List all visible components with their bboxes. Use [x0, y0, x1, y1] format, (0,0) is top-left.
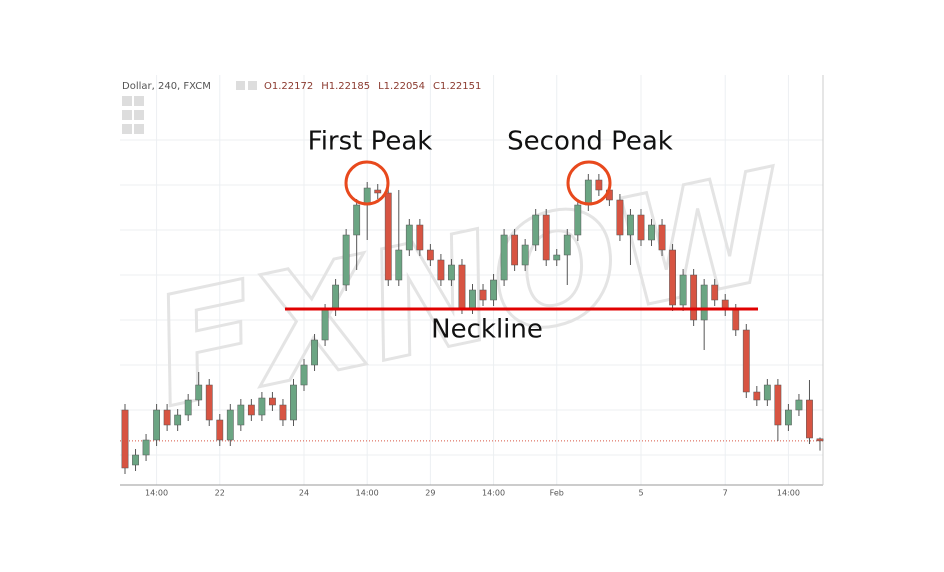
candle-body [311, 339, 318, 366]
x-tick-label: 5 [638, 489, 643, 498]
candle-body [711, 284, 719, 301]
candle-body [153, 409, 161, 441]
candle-body [774, 384, 782, 426]
candle-body [637, 214, 645, 241]
candle-body [448, 264, 455, 281]
candle-body [553, 254, 561, 261]
candle-body [658, 224, 666, 251]
candle-body [542, 214, 550, 261]
candle-body [616, 199, 624, 236]
icon[interactable] [122, 124, 132, 134]
candle-body [753, 391, 761, 401]
candle-body [532, 214, 540, 246]
candle-body [216, 419, 224, 441]
peak-circle [566, 160, 612, 206]
candle-body [163, 409, 171, 426]
grid [120, 139, 823, 456]
candle-body [458, 264, 466, 309]
ohlc-value: O1.22172 [264, 81, 313, 92]
peak-circle [344, 160, 390, 206]
candle-body [300, 364, 308, 386]
x-tick-label: Feb [550, 489, 564, 498]
candle-body [332, 284, 340, 311]
ohlc-value: H1.22185 [321, 81, 370, 92]
x-tick-label: 14:00 [145, 489, 168, 498]
candle-body [142, 439, 150, 456]
icon[interactable] [122, 110, 132, 120]
x-tick-label: 14:00 [356, 489, 379, 498]
annotations: Neckline First Peak Second Peak [285, 127, 758, 345]
candle-body [816, 438, 824, 442]
candle-body [121, 409, 129, 469]
annotation: Second Peak [507, 127, 673, 157]
candle-body [479, 289, 487, 301]
icon [236, 81, 245, 90]
candle-body [184, 399, 192, 416]
candle-body [584, 179, 592, 206]
candle-body [405, 224, 413, 251]
candle-body [763, 384, 771, 401]
candle-body [374, 189, 382, 194]
candle-body [258, 397, 266, 416]
candle-body [500, 234, 508, 281]
candle-body [469, 289, 476, 309]
candle-body [132, 454, 139, 466]
symbol: Dollar, 240, FXCM [122, 81, 211, 92]
candle-body [521, 244, 529, 266]
ohlc-value: L1.22054 [378, 81, 425, 92]
candle-body [395, 249, 403, 281]
neckline-label: Neckline [431, 315, 543, 345]
candle-body [490, 279, 497, 301]
vertical-grid: 14:00 22 24 14:00 29 14:00 Feb 5 7 14:00 [145, 75, 800, 498]
x-tick-label: 29 [425, 489, 435, 498]
candle-body [742, 329, 750, 393]
candle-body [205, 384, 213, 421]
header-icons [122, 81, 257, 134]
ohlc-value: C1.22151 [433, 81, 481, 92]
candle-body [437, 259, 445, 281]
candle-body [353, 204, 361, 236]
candle-body [426, 249, 434, 261]
candle-body [342, 234, 350, 286]
candle-body [416, 224, 424, 251]
candle-body [511, 234, 519, 266]
icon[interactable] [122, 96, 132, 106]
candle-body [700, 284, 708, 321]
x-tick-label: 14:00 [777, 489, 800, 498]
candle-body [574, 204, 582, 236]
candle-body [563, 234, 571, 256]
candle-body [648, 224, 655, 241]
candle-body [627, 214, 634, 236]
candle-body [321, 309, 329, 341]
icon[interactable] [134, 96, 144, 106]
candle-body [690, 274, 698, 321]
candle-body [237, 404, 245, 426]
candle-body [290, 384, 297, 421]
icon[interactable] [134, 110, 144, 120]
candle-body [195, 384, 203, 401]
candle-body [806, 399, 813, 439]
candle-body [384, 192, 392, 281]
ohlc-values: O1.22172 H1.22185 L1.22054 C1.22151 [264, 81, 481, 92]
x-tick-label: 14:00 [482, 489, 505, 498]
candle-body [669, 249, 676, 306]
icon [248, 81, 257, 90]
candle-body [785, 409, 792, 426]
icon[interactable] [134, 124, 144, 134]
candle-body [795, 399, 803, 411]
candle-body [732, 309, 740, 331]
candle-body [174, 414, 182, 426]
candle-body [279, 404, 287, 421]
candle-body [247, 404, 255, 416]
x-tick-label: 24 [299, 489, 309, 498]
annotation: First Peak [308, 127, 433, 157]
candle-body [595, 179, 603, 191]
candle-body [226, 409, 234, 441]
x-tick-label: 7 [723, 489, 728, 498]
candle-body [679, 274, 687, 306]
x-tick-label: 22 [215, 489, 225, 498]
candle-body [269, 397, 276, 406]
